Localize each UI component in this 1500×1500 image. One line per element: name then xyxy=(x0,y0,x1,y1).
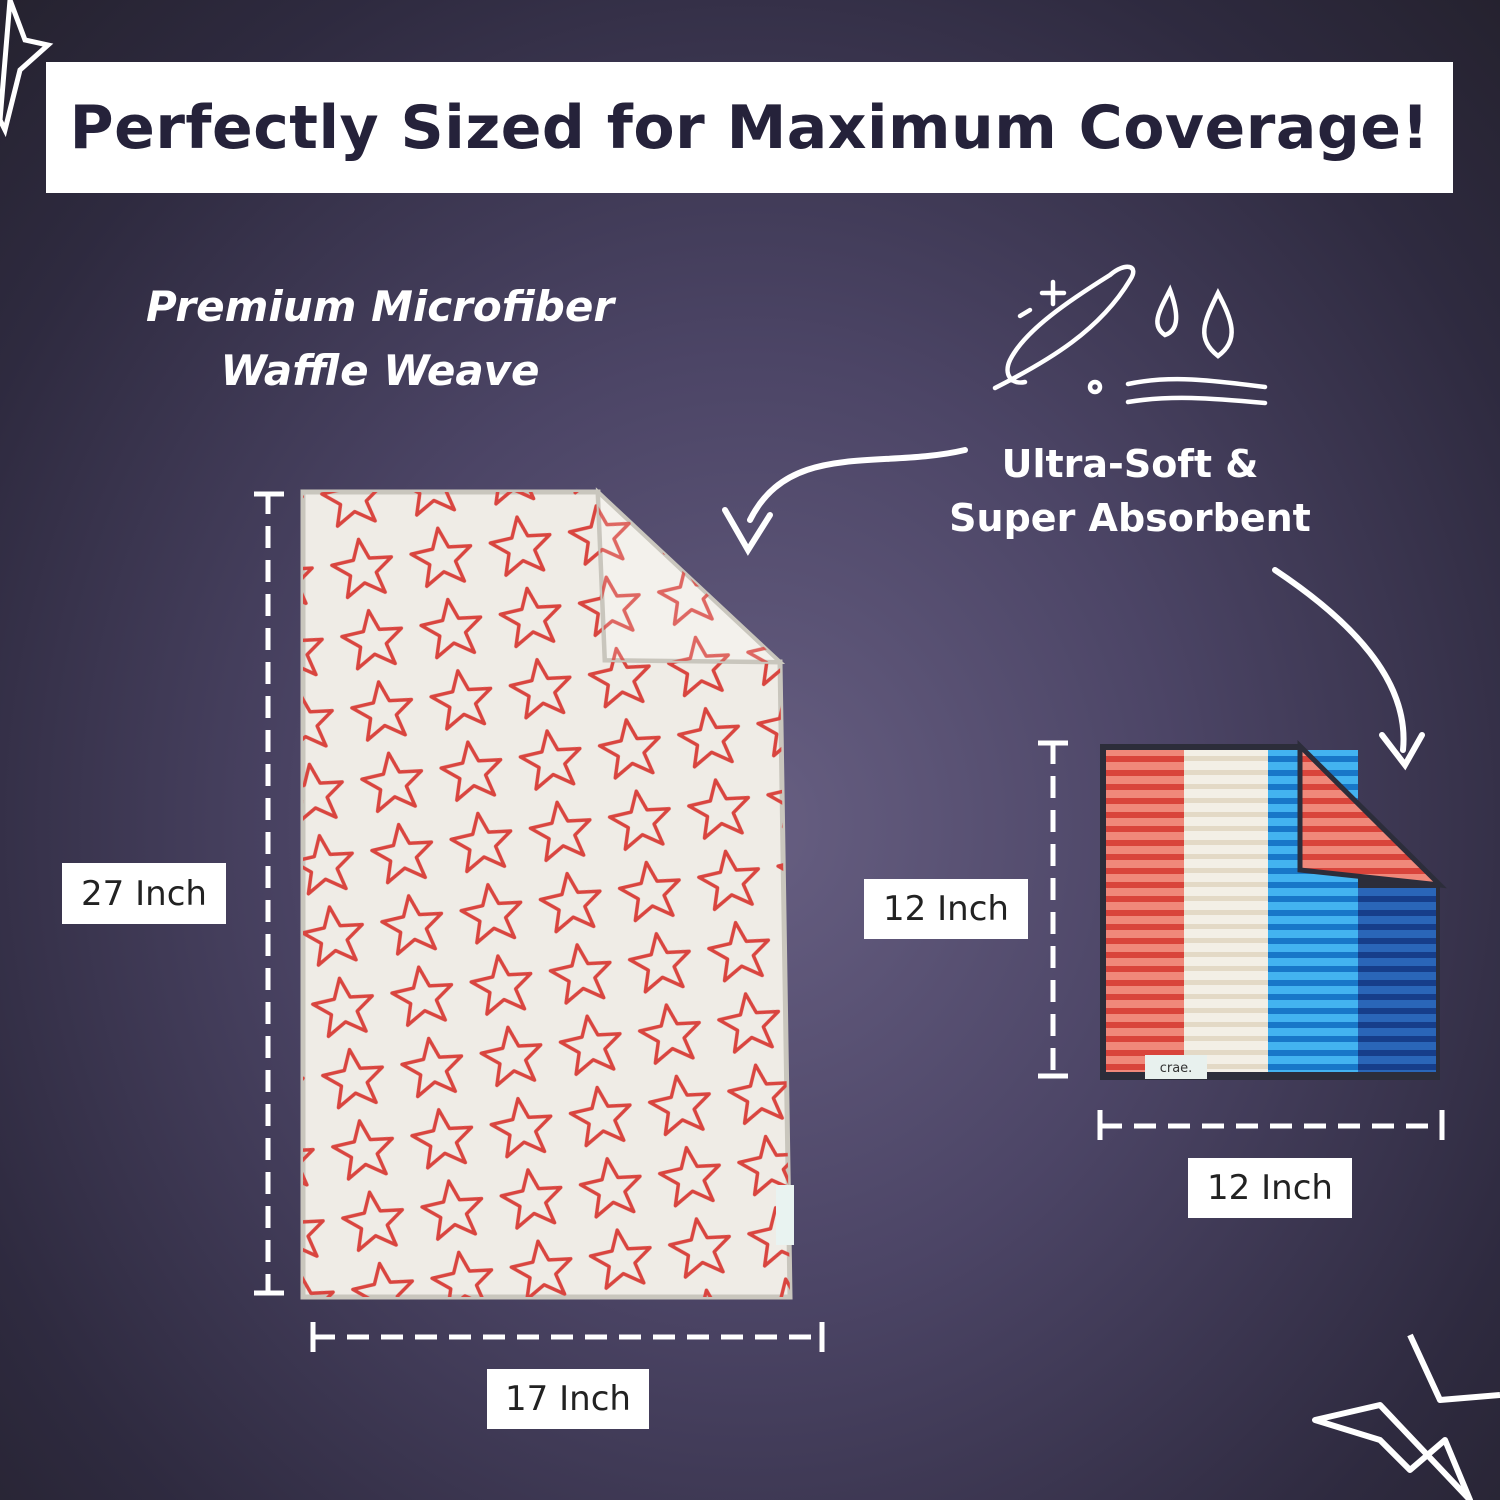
subtitle-line-1: Premium Microfiber xyxy=(145,282,615,331)
feature-line-1: Ultra-Soft & xyxy=(1001,442,1259,486)
feature-text: Ultra-Soft & Super Absorbent xyxy=(930,437,1330,545)
subtitle-line-2: Waffle Weave xyxy=(220,346,540,395)
material-subtitle: Premium Microfiber Waffle Weave xyxy=(120,275,640,403)
page-title: Perfectly Sized for Maximum Coverage! xyxy=(69,92,1430,163)
small-height-label: 12 Inch xyxy=(864,879,1028,939)
dimension-lines xyxy=(254,491,1445,1352)
feather-water-drops-icon xyxy=(992,264,1268,406)
large-height-label: 27 Inch xyxy=(62,863,226,924)
feature-line-2: Super Absorbent xyxy=(949,496,1311,540)
corner-star-icon xyxy=(1312,1333,1500,1500)
small-towel-image: crae. xyxy=(1100,739,1447,1080)
title-banner: Perfectly Sized for Maximum Coverage! xyxy=(46,62,1453,193)
large-width-label: 17 Inch xyxy=(487,1369,649,1429)
brand-tag: crae. xyxy=(1160,1061,1193,1076)
large-towel-image xyxy=(300,487,794,1300)
small-width-label: 12 Inch xyxy=(1188,1158,1352,1218)
corner-star-icon xyxy=(0,0,54,138)
arrow-icons xyxy=(722,447,1425,771)
